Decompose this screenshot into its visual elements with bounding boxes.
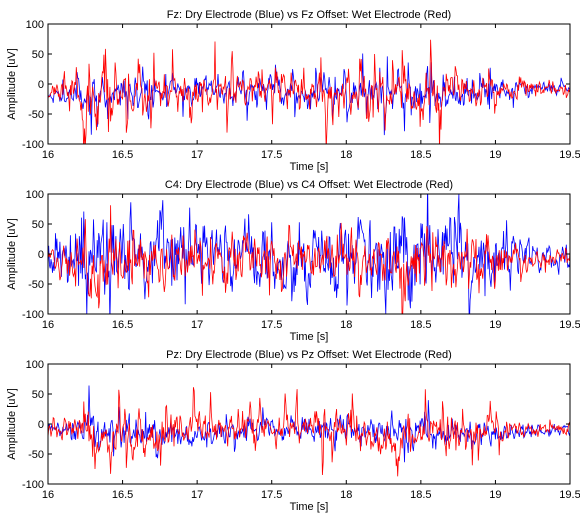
series-line	[48, 387, 570, 477]
y-tick-label: 100	[26, 189, 44, 201]
chart-panel: Fz: Dry Electrode (Blue) vs Fz Offset: W…	[6, 9, 580, 173]
x-tick-label: 18.5	[410, 319, 431, 331]
x-tick-label: 16	[42, 489, 54, 501]
x-tick-label: 17.5	[261, 319, 282, 331]
y-axis-label: Amplitude [uV]	[6, 218, 18, 290]
x-tick-label: 18	[340, 149, 352, 161]
x-tick-label: 16	[42, 149, 54, 161]
x-tick-label: 17.5	[261, 149, 282, 161]
x-tick-label: 17.5	[261, 489, 282, 501]
y-axis-label: Amplitude [uV]	[6, 48, 18, 120]
chart-title: Fz: Dry Electrode (Blue) vs Fz Offset: W…	[167, 9, 451, 21]
y-tick-label: 0	[38, 79, 44, 91]
x-tick-label: 19.5	[559, 319, 580, 331]
x-tick-label: 19	[489, 489, 501, 501]
y-tick-label: 50	[32, 219, 44, 231]
y-axis-label: Amplitude [uV]	[6, 388, 18, 460]
y-tick-label: -50	[28, 449, 44, 461]
x-tick-label: 16.5	[112, 319, 133, 331]
x-tick-label: 16.5	[112, 149, 133, 161]
x-tick-label: 19.5	[559, 489, 580, 501]
y-tick-label: 0	[38, 419, 44, 431]
y-tick-label: -100	[22, 139, 44, 151]
x-tick-label: 19	[489, 319, 501, 331]
series-line	[48, 194, 570, 314]
x-tick-label: 18	[340, 489, 352, 501]
y-tick-label: -50	[28, 279, 44, 291]
y-tick-label: -100	[22, 479, 44, 491]
chart-panel: Pz: Dry Electrode (Blue) vs Pz Offset: W…	[6, 349, 580, 513]
x-axis-label: Time [s]	[290, 161, 329, 173]
y-tick-label: -50	[28, 109, 44, 121]
y-tick-label: 100	[26, 359, 44, 371]
x-tick-label: 17	[191, 319, 203, 331]
series-line	[48, 205, 570, 314]
plot-area	[48, 194, 570, 314]
x-tick-label: 18.5	[410, 149, 431, 161]
x-axis-label: Time [s]	[290, 501, 329, 513]
y-tick-label: 50	[32, 49, 44, 61]
series-line	[48, 385, 570, 463]
x-axis-label: Time [s]	[290, 331, 329, 343]
chart-title: C4: Dry Electrode (Blue) vs C4 Offset: W…	[165, 179, 453, 191]
series-line	[48, 39, 570, 144]
y-tick-label: -100	[22, 309, 44, 321]
chart-title: Pz: Dry Electrode (Blue) vs Pz Offset: W…	[166, 349, 452, 361]
x-tick-label: 16.5	[112, 489, 133, 501]
y-tick-label: 0	[38, 249, 44, 261]
x-tick-label: 17	[191, 489, 203, 501]
x-tick-label: 17	[191, 149, 203, 161]
x-tick-label: 19	[489, 149, 501, 161]
y-tick-label: 50	[32, 389, 44, 401]
x-tick-label: 19.5	[559, 149, 580, 161]
chart-panel: C4: Dry Electrode (Blue) vs C4 Offset: W…	[6, 179, 580, 343]
x-tick-label: 18.5	[410, 489, 431, 501]
x-tick-label: 18	[340, 319, 352, 331]
x-tick-label: 16	[42, 319, 54, 331]
y-tick-label: 100	[26, 19, 44, 31]
